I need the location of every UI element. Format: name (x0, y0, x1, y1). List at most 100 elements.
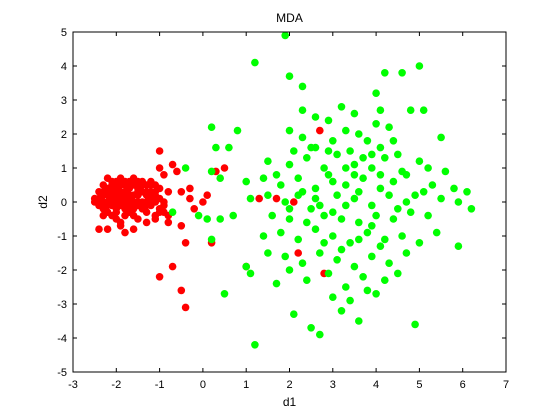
red-point (294, 249, 303, 257)
red-point (203, 191, 211, 199)
red-point (90, 194, 99, 203)
green-point (437, 133, 445, 142)
green-point (342, 164, 350, 172)
green-point (212, 143, 220, 152)
green-point (264, 191, 272, 199)
red-point (134, 198, 142, 206)
red-point (121, 228, 129, 237)
green-point (342, 126, 350, 135)
green-point (406, 106, 415, 114)
green-point (333, 191, 341, 199)
green-point (376, 184, 385, 193)
red-point (181, 239, 190, 247)
green-point (342, 201, 350, 210)
green-point (285, 126, 294, 135)
green-point (385, 191, 393, 199)
y-tick-label: 5 (61, 27, 67, 39)
red-point (138, 181, 147, 189)
green-point (389, 137, 398, 145)
green-point (372, 120, 380, 128)
x-tick-label: 7 (503, 379, 509, 391)
red-point (164, 218, 173, 227)
green-point (337, 307, 346, 315)
red-point (103, 201, 112, 210)
green-point (368, 222, 376, 230)
green-point (329, 137, 337, 145)
green-point (389, 177, 398, 186)
green-point (320, 164, 328, 172)
red-point (177, 286, 186, 295)
green-point (355, 218, 363, 227)
green-point (415, 239, 424, 247)
green-point (350, 109, 359, 118)
green-point (355, 317, 363, 325)
red-point (151, 188, 160, 196)
green-point (337, 245, 346, 254)
green-point (350, 171, 359, 179)
green-point (363, 228, 372, 237)
green-point (246, 194, 255, 203)
green-point (394, 269, 402, 278)
green-point (467, 205, 476, 213)
green-point (394, 205, 402, 213)
green-point (424, 211, 432, 220)
green-point (324, 171, 333, 179)
green-point (225, 143, 233, 152)
green-point (372, 211, 380, 220)
green-point (346, 239, 354, 247)
green-point (259, 174, 268, 182)
green-point (329, 208, 337, 216)
green-point (272, 171, 281, 179)
green-point (207, 123, 216, 131)
green-point (359, 174, 367, 182)
green-point (411, 320, 419, 329)
green-point (268, 211, 277, 220)
green-point (355, 235, 363, 244)
green-point (311, 194, 320, 203)
red-point (168, 160, 177, 169)
green-point (281, 198, 290, 206)
green-point (432, 228, 441, 237)
green-point (220, 290, 229, 298)
green-point (337, 215, 346, 223)
green-point (294, 235, 303, 244)
red-point (112, 208, 121, 216)
green-point (419, 188, 428, 196)
green-point (355, 188, 363, 196)
green-point (333, 255, 341, 264)
green-point (355, 130, 363, 138)
green-point (346, 296, 354, 305)
green-point (264, 157, 272, 165)
x-tick-label: 1 (243, 379, 249, 391)
green-point (368, 201, 376, 210)
red-point (316, 126, 324, 135)
y-tick-label: 2 (61, 129, 67, 141)
x-tick-label: -3 (68, 379, 78, 391)
green-point (290, 147, 298, 155)
red-point (160, 171, 168, 179)
green-point (233, 126, 242, 135)
green-point (368, 252, 376, 261)
green-point (337, 103, 346, 111)
green-point (342, 283, 350, 291)
green-point (350, 262, 359, 271)
green-point (281, 252, 290, 261)
green-point (389, 215, 398, 223)
red-point (99, 211, 108, 220)
green-point (324, 269, 333, 278)
red-point (290, 198, 298, 206)
green-point (381, 235, 389, 244)
y-tick-label: 0 (61, 197, 67, 209)
green-point (346, 147, 354, 155)
green-point (298, 82, 307, 91)
red-point (164, 188, 173, 196)
green-point (294, 191, 303, 199)
red-point (142, 201, 151, 210)
green-point (181, 164, 190, 172)
green-point (415, 157, 424, 165)
red-point (112, 188, 121, 196)
red-point (168, 262, 177, 271)
green-point (242, 177, 250, 186)
green-point (298, 259, 307, 268)
